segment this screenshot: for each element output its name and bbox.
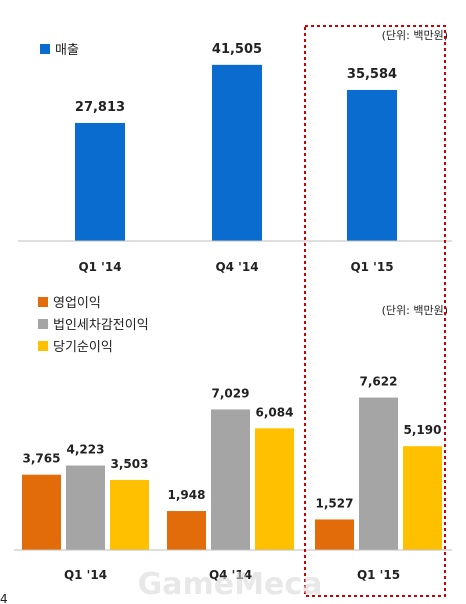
x-tick-label: Q1 '15 <box>357 568 400 582</box>
x-tick-label: Q1 '14 <box>78 260 121 274</box>
edge-text: 4 <box>0 592 8 604</box>
x-tick-label: Q1 '14 <box>64 568 107 582</box>
profit-bar <box>66 465 105 550</box>
profit-value-label: 3,503 <box>111 457 149 471</box>
legend-label: 당기순이익 <box>53 340 113 355</box>
legend-swatch <box>38 297 48 307</box>
profit-value-label: 1,527 <box>316 496 354 510</box>
revenue-value-label: 41,505 <box>212 42 262 57</box>
profit-bar <box>403 446 442 550</box>
revenue-bar <box>212 64 262 241</box>
revenue-bar <box>75 122 125 241</box>
profit-bar <box>255 428 294 550</box>
revenue-bar <box>347 89 397 241</box>
profit-bar <box>22 474 61 550</box>
profit-value-label: 4,223 <box>67 443 105 457</box>
watermark: GameMeca <box>138 567 323 602</box>
x-tick-label: Q4 '14 <box>215 260 258 274</box>
profit-bar <box>315 519 354 550</box>
revenue-value-label: 35,584 <box>347 67 397 82</box>
revenue-value-label: 27,813 <box>75 100 125 115</box>
legend-label: 영업이익 <box>53 296 101 311</box>
legend-swatch <box>38 341 48 351</box>
x-tick-label: Q4 '14 <box>209 568 252 582</box>
profit-bar <box>167 511 206 550</box>
profit-bar <box>211 409 250 550</box>
profit-value-label: 5,190 <box>404 423 442 437</box>
profit-value-label: 7,622 <box>360 375 398 389</box>
legend-label-revenue: 매출 <box>55 43 79 58</box>
legend-swatch-revenue <box>40 44 50 54</box>
revenue-chart: (단위: 백만원) 매출 27,813 Q1 '14 41,505 Q4 '14 35,58… <box>18 29 452 274</box>
profit-value-label: 1,948 <box>168 488 206 502</box>
highlight-overlay: GameMeca 4 <box>0 25 446 604</box>
legend-swatch <box>38 319 48 329</box>
profit-value-label: 7,029 <box>212 386 250 400</box>
highlight-box <box>304 25 446 597</box>
unit-note: (단위: 백만원) <box>382 304 448 317</box>
legend-label: 법인세차감전이익 <box>53 318 149 333</box>
profit-bar <box>359 397 398 550</box>
unit-note: (단위: 백만원) <box>382 29 448 42</box>
profit-value-label: 3,765 <box>23 452 61 466</box>
x-tick-label: Q1 '15 <box>350 260 393 274</box>
profit-bar <box>110 479 149 550</box>
profit-value-label: 6,084 <box>256 405 294 419</box>
